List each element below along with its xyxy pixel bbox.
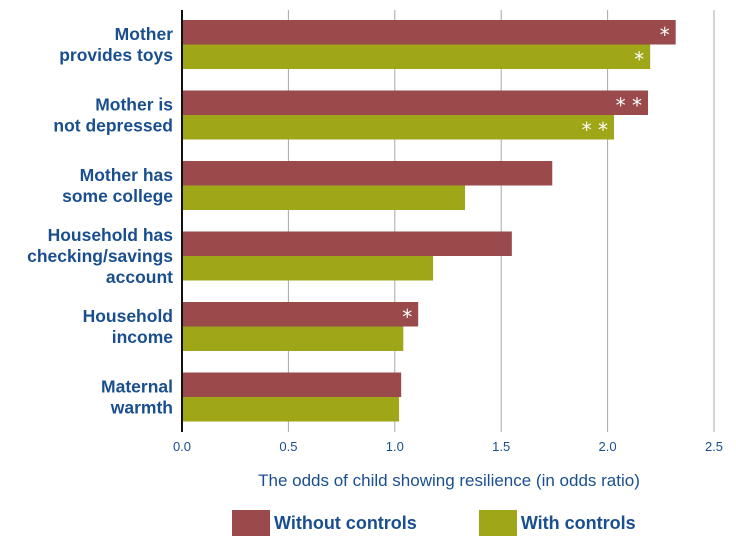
category-label: Household has checking/savings account bbox=[27, 225, 173, 287]
category-label: Maternal warmth bbox=[101, 377, 173, 418]
bar bbox=[182, 256, 434, 281]
bar bbox=[182, 397, 400, 422]
category-label-line: Mother has bbox=[80, 165, 174, 185]
category-label: Mother provides toys bbox=[59, 24, 173, 65]
bar bbox=[182, 326, 404, 351]
category-label-line: some college bbox=[62, 186, 173, 206]
x-tick-label: 1.5 bbox=[492, 439, 510, 454]
category-label: Mother has some college bbox=[62, 165, 173, 206]
legend-swatch bbox=[478, 510, 517, 536]
bar bbox=[182, 20, 676, 45]
x-tick-label: 2.0 bbox=[599, 439, 617, 454]
x-tick-label: 2.5 bbox=[705, 439, 723, 454]
category-label-line: Mother bbox=[115, 24, 174, 44]
significance-marker: * bbox=[660, 23, 670, 47]
category-label-line: not depressed bbox=[53, 116, 173, 136]
bar bbox=[182, 115, 614, 140]
significance-marker: * * bbox=[582, 118, 608, 142]
bar bbox=[182, 44, 651, 69]
bar bbox=[182, 161, 553, 186]
x-tick-label: 0.0 bbox=[173, 439, 191, 454]
category-label-line: Mother is bbox=[95, 95, 173, 115]
category-label-line: Maternal bbox=[101, 377, 173, 397]
bar bbox=[182, 372, 402, 397]
legend-label: Without controls bbox=[274, 512, 417, 533]
legend-swatch bbox=[232, 510, 270, 536]
x-axis-title: The odds of child showing resilience (in… bbox=[258, 471, 640, 490]
bar bbox=[182, 90, 649, 115]
gridlines bbox=[287, 10, 715, 432]
category-label-line: income bbox=[112, 327, 174, 347]
category-label: Household income bbox=[83, 306, 174, 347]
category-label-line: account bbox=[106, 267, 173, 287]
legend-item-with-controls: With controls bbox=[478, 510, 636, 536]
bars: * * * * * * * bbox=[182, 20, 676, 422]
legend-label: With controls bbox=[520, 512, 636, 533]
significance-marker: * bbox=[634, 48, 644, 72]
category-label-line: provides toys bbox=[59, 45, 173, 65]
category-label: Mother is not depressed bbox=[53, 95, 173, 136]
bar bbox=[182, 302, 419, 327]
x-tick-label: 1.0 bbox=[386, 439, 404, 454]
category-label-line: Household bbox=[83, 306, 173, 326]
x-tick-labels: 0.0 0.5 1.0 1.5 2.0 2.5 bbox=[173, 439, 723, 454]
legend-item-without-controls: Without controls bbox=[232, 510, 417, 536]
legend: Without controls With controls bbox=[232, 510, 698, 536]
category-label-line: warmth bbox=[110, 398, 173, 418]
significance-marker: * * bbox=[616, 94, 642, 118]
bar bbox=[182, 231, 512, 256]
category-label-line: checking/savings bbox=[27, 246, 173, 266]
significance-marker: * bbox=[402, 305, 412, 329]
x-tick-label: 0.5 bbox=[279, 439, 297, 454]
category-label-line: Household has bbox=[48, 225, 174, 245]
bar-chart: * * * * * * * Mother provides toys Mother is no… bbox=[27, 10, 723, 490]
bar bbox=[182, 185, 466, 210]
category-labels: Mother provides toys Mother is not depresse… bbox=[27, 24, 173, 418]
